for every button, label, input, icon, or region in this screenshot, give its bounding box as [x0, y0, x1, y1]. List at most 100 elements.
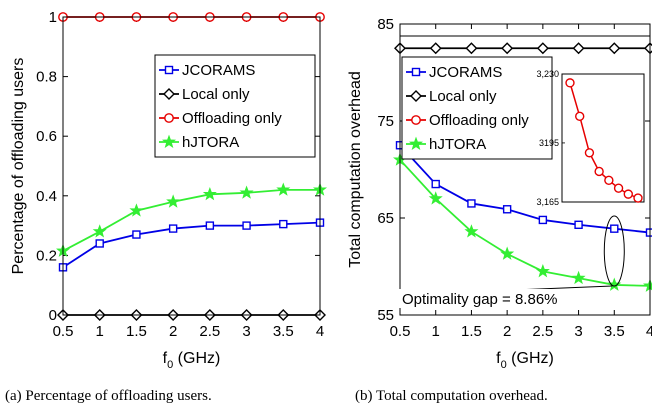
inset-data-point	[575, 111, 585, 122]
series-line-hjtora	[62, 188, 320, 252]
x-tick-label: 4	[646, 323, 652, 340]
x-tick-label: 1.5	[461, 323, 482, 340]
inset-tick-label: 3,165	[536, 197, 559, 207]
x-axis-label: f0 (GHz)	[163, 350, 221, 371]
series-line-hjtora	[399, 159, 651, 287]
data-point-hjtora	[276, 182, 291, 196]
data-point-jcorams	[132, 230, 141, 239]
x-tick-label: 2	[503, 323, 511, 340]
data-point-jcorams	[467, 199, 476, 208]
data-point-jcorams	[645, 228, 652, 237]
x-tick-label: 3	[574, 323, 582, 340]
gap-ellipse	[603, 215, 625, 287]
data-point-jcorams	[538, 215, 548, 225]
legend-marker-jcorams	[164, 65, 174, 75]
y-tick-label: 0.6	[36, 128, 57, 145]
data-point-jcorams	[205, 221, 215, 230]
y-tick-label: 0.8	[36, 69, 57, 86]
data-point-hjtora	[535, 263, 550, 278]
legend-label-offloading-only: Offloading only	[429, 112, 529, 129]
series-line-jcorams	[399, 144, 651, 234]
x-tick-label: 4	[316, 323, 324, 340]
data-point-jcorams	[168, 224, 178, 233]
y-tick-label: 75	[377, 113, 394, 130]
inset-chart: 3,165 3195 3,230	[536, 69, 645, 207]
inset-tick-label: 3195	[539, 138, 559, 148]
caption-b: (b) Total computation overhead.	[355, 388, 548, 404]
y-tick-label: 0.4	[36, 188, 57, 205]
y-tick-label: 55	[377, 307, 394, 324]
caption-a: (a) Percentage of offloading users.	[5, 388, 212, 404]
inset-data-point	[584, 148, 595, 158]
chart-panel-a: 0.5 1 1.5 2 2.5 3 3.5 4 0 0.2 0.4 0.6 0.8 1 Percentage…	[10, 9, 328, 340]
data-point-local-only	[501, 42, 514, 55]
inset-data-point	[594, 166, 604, 177]
data-point-hjtora	[571, 270, 586, 285]
data-point-jcorams	[279, 219, 288, 229]
legend-label-hjtora: hJTORA	[182, 134, 239, 151]
legend-label-jcorams: JCORAMS	[429, 64, 502, 81]
inset-data-point	[604, 175, 614, 186]
data-point-hjtora	[239, 185, 254, 199]
data-point-jcorams	[502, 205, 512, 214]
legend-a: JCORAMS Local only Offloading only hJTORA	[154, 54, 316, 158]
inset-data-point	[623, 189, 633, 199]
y-axis-label: Percentage of offloading users	[10, 58, 27, 275]
data-point-local-only	[536, 42, 549, 55]
legend-marker-local-only	[410, 90, 422, 102]
annotation-text: Optimality gap = 8.86%	[402, 291, 558, 308]
inset-data-point	[633, 193, 643, 203]
data-point-hjtora	[92, 224, 107, 238]
legend-box	[154, 54, 316, 158]
series-jcorams	[395, 141, 652, 237]
data-point-local-only	[429, 42, 442, 55]
inset-data-point	[565, 78, 575, 88]
data-point-jcorams	[610, 224, 619, 233]
legend-label-hjtora: hJTORA	[429, 136, 486, 153]
data-point-jcorams	[574, 220, 583, 229]
x-tick-label: 2.5	[199, 323, 220, 340]
x-tick-label: 0.5	[53, 323, 74, 340]
x-tick-label: 1	[432, 323, 440, 340]
data-point-jcorams	[431, 179, 440, 189]
plot-frame	[62, 16, 321, 316]
data-point-jcorams	[242, 221, 251, 230]
x-tick-label: 2.5	[532, 323, 553, 340]
x-tick-label: 1	[96, 323, 104, 340]
chart-panel-b: 0.5 1 1.5 2 2.5 3 3.5 4 55 65 75 85 Total computatio…	[347, 16, 652, 340]
inset-tick-label: 3,230	[536, 69, 559, 79]
legend-marker-hjtora	[408, 136, 424, 150]
x-axis-label: f0 (GHz)	[496, 350, 554, 371]
x-tick-label: 2	[169, 323, 177, 340]
y-tick-label: 1	[49, 9, 57, 26]
plot-frame	[399, 23, 651, 316]
inset-frame	[561, 73, 645, 203]
data-point-hjtora	[202, 186, 217, 201]
legend-label-offloading-only: Offloading only	[182, 110, 282, 127]
legend-box	[401, 56, 553, 160]
data-point-local-only	[608, 42, 621, 55]
y-tick-label: 0.2	[36, 247, 57, 264]
legend-marker-hjtora	[161, 134, 177, 148]
data-point-hjtora	[428, 191, 443, 205]
legend-b: JCORAMS Local only Offloading only hJTORA	[401, 56, 553, 160]
data-point-local-only	[465, 42, 478, 55]
legend-label-local-only: Local only	[182, 86, 250, 103]
data-point-hjtora	[166, 194, 181, 208]
series-line-jcorams	[62, 221, 321, 269]
legend-marker-local-only	[163, 88, 175, 100]
data-point-jcorams	[95, 239, 104, 248]
x-tick-label: 3.5	[604, 323, 625, 340]
data-point-hjtora	[607, 277, 622, 291]
annotation-bg	[398, 289, 558, 308]
legend-marker-offloading-only	[164, 113, 174, 123]
data-point-local-only	[644, 42, 652, 55]
data-point-hjtora	[464, 224, 479, 238]
y-tick-label: 85	[377, 16, 394, 33]
data-point-hjtora	[129, 203, 144, 217]
legend-label-local-only: Local only	[429, 88, 497, 105]
legend-marker-offloading-only	[411, 115, 421, 125]
data-point-hjtora	[500, 246, 515, 260]
legend-marker-jcorams	[411, 67, 421, 77]
